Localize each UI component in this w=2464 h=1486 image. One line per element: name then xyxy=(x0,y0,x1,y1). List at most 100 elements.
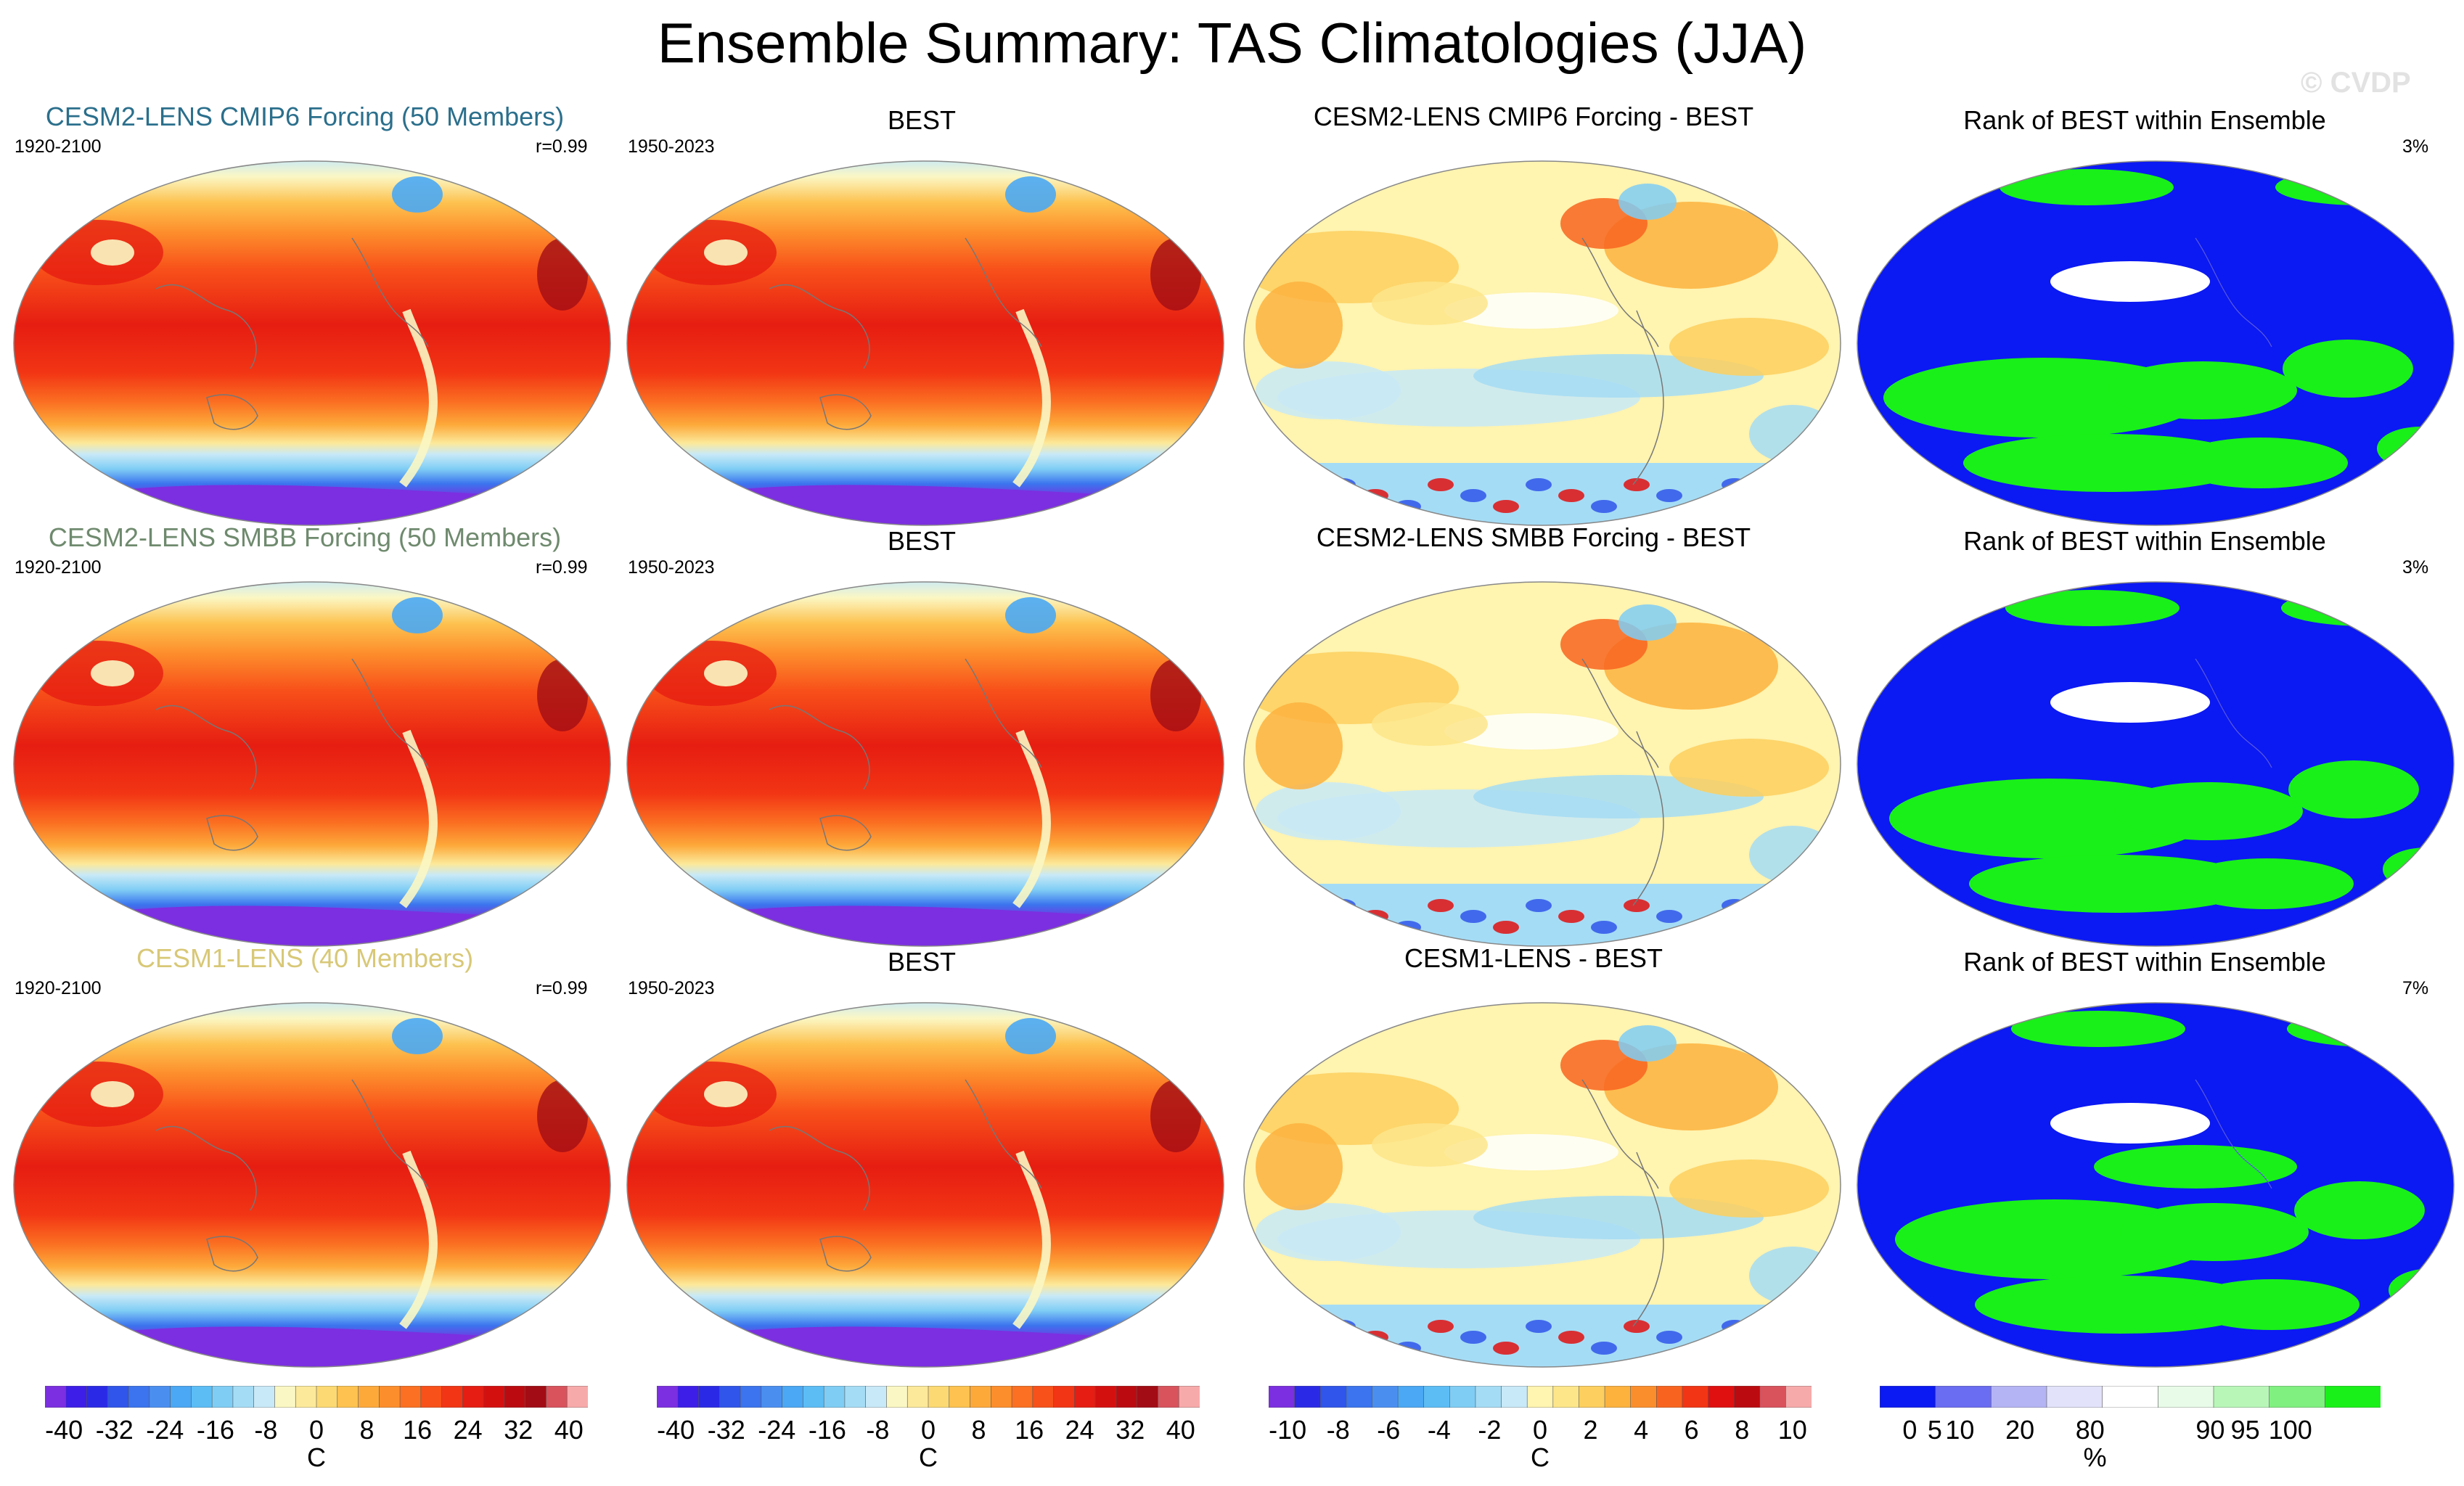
rank-panel-title: Rank of BEST within Ensemble xyxy=(1963,526,2326,556)
colorbar-swatch xyxy=(462,1386,484,1408)
colorbar-tick-label: 40 xyxy=(1166,1415,1195,1445)
colorbar-swatch xyxy=(420,1386,443,1408)
model-years: 1920-2100 xyxy=(15,136,102,157)
colorbar-unit: % xyxy=(2083,1442,2107,1472)
colorbar-swatch xyxy=(274,1386,297,1408)
colorbar-unit: C xyxy=(1531,1442,1550,1472)
difference-panel-title: CESM2-LENS SMBB Forcing - BEST xyxy=(1316,522,1751,552)
colorbar-swatch xyxy=(211,1386,234,1408)
model-panel-title: CESM2-LENS SMBB Forcing (50 Members) xyxy=(48,522,562,552)
colorbar-swatch xyxy=(546,1386,568,1408)
colorbar-tick-label: 32 xyxy=(1116,1415,1145,1445)
obs-years: 1950-2023 xyxy=(628,978,715,998)
colorbar-swatch xyxy=(1094,1386,1117,1408)
colorbar-swatch xyxy=(1655,1386,1683,1408)
colorbar-swatch xyxy=(525,1386,547,1408)
colorbar-tick-label: 8 xyxy=(971,1415,986,1445)
colorbar-swatch xyxy=(1449,1386,1476,1408)
colorbar-swatch xyxy=(1759,1386,1787,1408)
colorbar-tick-label: 32 xyxy=(504,1415,533,1445)
colorbar-tick-label: 10 xyxy=(1777,1415,1807,1445)
colorbar-tick-label: 8 xyxy=(359,1415,374,1445)
diff-map xyxy=(1243,581,1841,947)
colorbar-tick-label: 8 xyxy=(1735,1415,1750,1445)
colorbar-swatch xyxy=(1880,1386,1936,1408)
colorbar-swatch xyxy=(1116,1386,1138,1408)
model-years: 1920-2100 xyxy=(15,557,102,578)
colorbar-tick-label: -8 xyxy=(1326,1415,1350,1445)
colorbar-tick-label: 16 xyxy=(1015,1415,1044,1445)
colorbar-swatch xyxy=(1785,1386,1812,1408)
colorbar-tick-label: 10 xyxy=(1945,1415,1975,1445)
colorbar-tick-label: -24 xyxy=(146,1415,184,1445)
colorbar-tick-label: -6 xyxy=(1377,1415,1401,1445)
colorbar-tick-label: 0 xyxy=(1532,1415,1548,1445)
colorbar-swatch xyxy=(504,1386,526,1408)
colorbar-swatch xyxy=(761,1386,783,1408)
colorbar-swatch xyxy=(566,1386,588,1408)
colorbar-swatch xyxy=(1501,1386,1528,1408)
colorbar-tick-label: 0 xyxy=(1902,1415,1917,1445)
diff-map xyxy=(1243,160,1841,526)
rank-map xyxy=(1857,1002,2455,1368)
colorbar-swatch xyxy=(2102,1386,2159,1408)
colorbar-swatch xyxy=(1935,1386,1992,1408)
colorbar-tick-label: -16 xyxy=(196,1415,234,1445)
colorbar-swatch xyxy=(991,1386,1012,1408)
colorbar-tick-label: 100 xyxy=(2268,1415,2312,1445)
colorbar-swatch xyxy=(1137,1386,1159,1408)
colorbar-swatch xyxy=(107,1386,129,1408)
colorbar-2 xyxy=(657,1386,1200,1408)
colorbar-tick-label: -2 xyxy=(1478,1415,1502,1445)
colorbar-swatch xyxy=(316,1386,338,1408)
colorbar-swatch xyxy=(337,1386,359,1408)
obs-panel-title: BEST xyxy=(887,947,957,977)
colorbar-swatch xyxy=(1423,1386,1451,1408)
colorbar-swatch xyxy=(1158,1386,1180,1408)
rank-map xyxy=(1857,581,2455,947)
colorbar-tick-label: -40 xyxy=(45,1415,83,1445)
colorbar-swatch xyxy=(2046,1386,2103,1408)
colorbar-swatch xyxy=(886,1386,909,1408)
colorbar-tick-label: 0 xyxy=(308,1415,324,1445)
colorbar-tick-label: 24 xyxy=(1065,1415,1094,1445)
colorbar-tick-label: 4 xyxy=(1634,1415,1649,1445)
colorbar-swatch xyxy=(1397,1386,1425,1408)
obs-panel-title: BEST xyxy=(887,105,957,135)
colorbar-swatch xyxy=(719,1386,741,1408)
colorbar-tick-label: -32 xyxy=(95,1415,134,1445)
model-years: 1920-2100 xyxy=(15,978,102,998)
colorbar-swatch xyxy=(782,1386,804,1408)
colorbar-swatch xyxy=(1269,1386,1296,1408)
colorbar-swatch xyxy=(65,1386,88,1408)
colorbar-swatch xyxy=(1991,1386,2047,1408)
colorbar-swatch xyxy=(295,1386,317,1408)
colorbar-unit: C xyxy=(307,1442,326,1472)
colorbar-swatch xyxy=(232,1386,255,1408)
colorbar-swatch xyxy=(844,1386,867,1408)
colorbar-tick-label: 6 xyxy=(1684,1415,1699,1445)
colorbar-swatch xyxy=(1552,1386,1580,1408)
colorbar-4 xyxy=(1880,1386,2381,1408)
colorbar-1 xyxy=(45,1386,588,1408)
colorbar-tick-label: 5 xyxy=(1927,1415,1942,1445)
colorbar-swatch xyxy=(86,1386,109,1408)
colorbar-3 xyxy=(1269,1386,1812,1408)
colorbar-tick-label: -4 xyxy=(1427,1415,1451,1445)
obs-years: 1950-2023 xyxy=(628,557,715,578)
diff-map xyxy=(1243,1002,1841,1368)
page-title: Ensemble Summary: TAS Climatologies (JJA… xyxy=(657,11,1807,75)
model-panel-title: CESM1-LENS (40 Members) xyxy=(136,943,474,973)
watermark: © CVDP xyxy=(2301,67,2411,99)
colorbar-tick-label: -8 xyxy=(866,1415,890,1445)
colorbar-swatch xyxy=(1074,1386,1096,1408)
colorbar-swatch xyxy=(677,1386,700,1408)
obs-panel-title: BEST xyxy=(887,526,957,556)
colorbar-tick-label: -16 xyxy=(808,1415,846,1445)
colorbar-swatch xyxy=(379,1386,401,1408)
obs-map xyxy=(626,1002,1224,1368)
model-map xyxy=(13,1002,611,1368)
colorbar-swatch xyxy=(128,1386,150,1408)
colorbar-swatch xyxy=(1708,1386,1735,1408)
obs-years: 1950-2023 xyxy=(628,136,715,157)
